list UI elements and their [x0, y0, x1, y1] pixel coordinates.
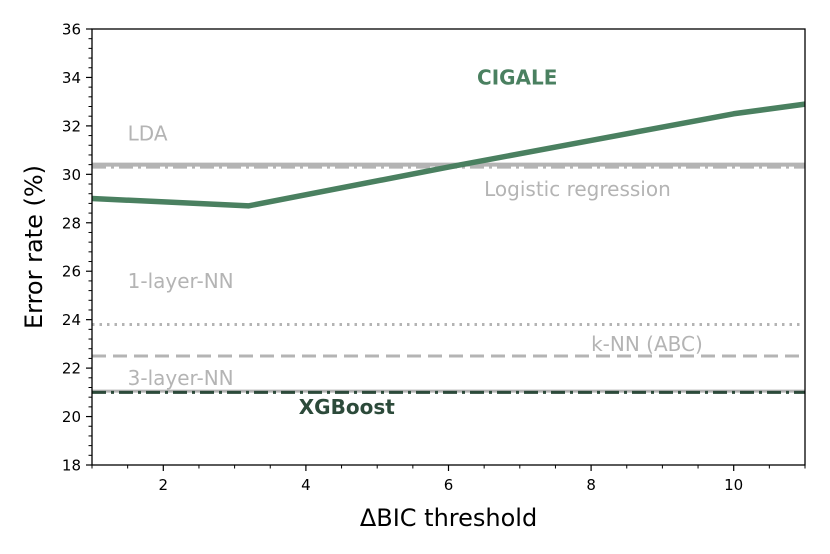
annotation-3-layer-nn: 3-layer-NN [128, 366, 234, 390]
x-axis-label: ΔBIC threshold [360, 504, 537, 532]
series-line-cigale [91, 101, 806, 209]
annotation-1-layer-nn: 1-layer-NN [128, 269, 234, 293]
x-tick-label: 6 [444, 476, 454, 494]
y-tick-label: 18 [62, 457, 81, 475]
annotation-cigale: CIGALE [477, 66, 557, 90]
y-tick-label: 28 [62, 214, 81, 232]
annotation-xgboost: XGBoost [299, 395, 395, 419]
y-tick-label: 34 [62, 69, 81, 87]
y-tick-label: 24 [62, 311, 81, 329]
x-tick-label: 10 [724, 476, 743, 494]
y-tick-label: 36 [62, 21, 81, 39]
y-tick-label: 26 [62, 263, 81, 281]
y-tick-label: 30 [62, 166, 81, 184]
x-tick-label: 4 [301, 476, 311, 494]
y-axis-label: Error rate (%) [20, 165, 48, 329]
annotation-logistic-regression: Logistic regression [484, 177, 671, 201]
y-tick-label: 20 [62, 408, 81, 426]
x-axis-ticks: 2 4 6 8 10 [91, 465, 806, 494]
x-tick-label: 8 [586, 476, 596, 494]
series-lines [91, 101, 806, 209]
annotation-k-nn-abc: k-NN (ABC) [591, 332, 703, 356]
y-tick-label: 22 [62, 360, 81, 378]
y-tick-label: 32 [62, 117, 81, 135]
x-tick-label: 2 [159, 476, 169, 494]
annotations: CIGALE LDA Logistic regression 1-layer-NN k-… [128, 66, 703, 419]
plot-frame [91, 28, 806, 466]
annotation-lda: LDA [128, 121, 168, 145]
y-axis-ticks: 18 20 22 24 26 28 30 32 34 36 [62, 21, 92, 475]
